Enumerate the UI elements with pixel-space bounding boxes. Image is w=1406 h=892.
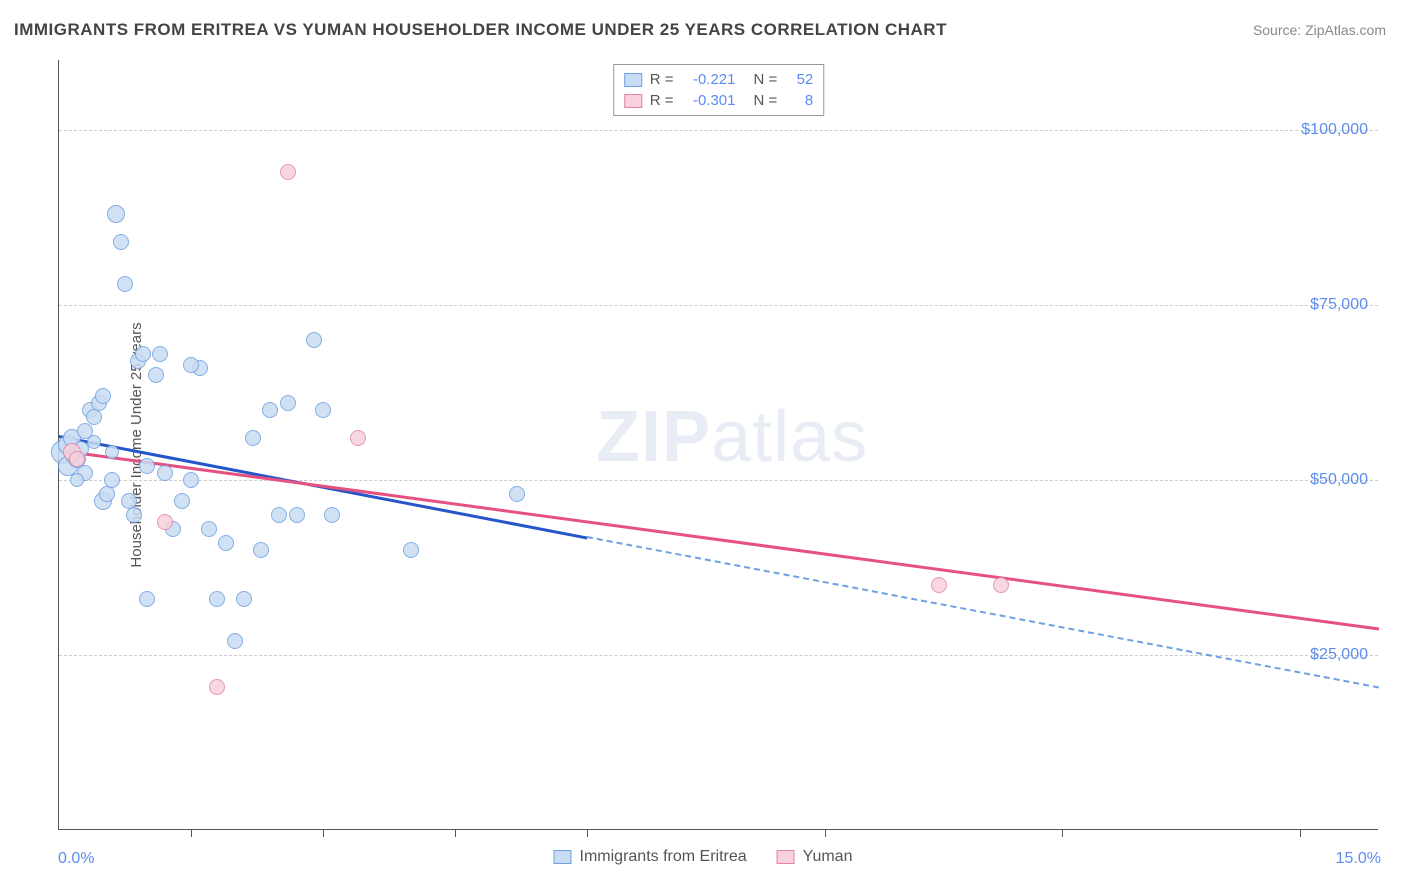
legend-correlation: R = -0.221 N = 52 R = -0.301 N = 8 bbox=[613, 64, 825, 116]
watermark-bold: ZIP bbox=[596, 396, 711, 476]
data-point bbox=[201, 521, 217, 537]
data-point bbox=[324, 507, 340, 523]
data-point bbox=[271, 507, 287, 523]
trend-line bbox=[59, 449, 1379, 630]
data-point bbox=[209, 591, 225, 607]
chart-title: IMMIGRANTS FROM ERITREA VS YUMAN HOUSEHO… bbox=[14, 20, 947, 40]
legend-series-item: Immigrants from Eritrea bbox=[554, 848, 747, 866]
legend-swatch bbox=[624, 73, 642, 87]
data-point bbox=[157, 465, 173, 481]
legend-n-value: 52 bbox=[785, 71, 813, 88]
data-point bbox=[209, 679, 225, 695]
x-tick bbox=[323, 829, 324, 837]
data-point bbox=[289, 507, 305, 523]
data-point bbox=[86, 409, 102, 425]
data-point bbox=[87, 435, 101, 449]
y-tick-label: $25,000 bbox=[1310, 646, 1368, 664]
x-tick bbox=[191, 829, 192, 837]
legend-r-value: -0.301 bbox=[682, 92, 736, 109]
x-axis-min-label: 0.0% bbox=[58, 850, 94, 868]
data-point bbox=[350, 430, 366, 446]
legend-r-value: -0.221 bbox=[682, 71, 736, 88]
data-point bbox=[218, 535, 234, 551]
legend-series-item: Yuman bbox=[777, 848, 853, 866]
gridline bbox=[59, 130, 1378, 131]
data-point bbox=[315, 402, 331, 418]
gridline bbox=[59, 655, 1378, 656]
gridline bbox=[59, 480, 1378, 481]
data-point bbox=[95, 388, 111, 404]
data-point bbox=[993, 577, 1009, 593]
legend-r-label: R = bbox=[650, 92, 674, 109]
data-point bbox=[280, 164, 296, 180]
x-tick bbox=[455, 829, 456, 837]
chart-plot-area: ZIPatlas R = -0.221 N = 52 R = -0.301 N = 8 $25… bbox=[58, 60, 1378, 830]
legend-r-label: R = bbox=[650, 71, 674, 88]
data-point bbox=[117, 276, 133, 292]
data-point bbox=[105, 445, 119, 459]
data-point bbox=[157, 514, 173, 530]
data-point bbox=[174, 493, 190, 509]
data-point bbox=[139, 591, 155, 607]
legend-n-label: N = bbox=[754, 92, 778, 109]
x-tick bbox=[1062, 829, 1063, 837]
legend-series-label: Immigrants from Eritrea bbox=[580, 848, 747, 866]
data-point bbox=[253, 542, 269, 558]
y-tick-label: $50,000 bbox=[1310, 471, 1368, 489]
legend-swatch bbox=[554, 850, 572, 864]
data-point bbox=[152, 346, 168, 362]
legend-swatch bbox=[624, 94, 642, 108]
legend-n-value: 8 bbox=[785, 92, 813, 109]
data-point bbox=[236, 591, 252, 607]
x-tick bbox=[825, 829, 826, 837]
data-point bbox=[69, 451, 85, 467]
data-point bbox=[227, 633, 243, 649]
data-point bbox=[135, 346, 151, 362]
data-point bbox=[262, 402, 278, 418]
legend-n-label: N = bbox=[754, 71, 778, 88]
data-point bbox=[113, 234, 129, 250]
x-tick bbox=[1300, 829, 1301, 837]
data-point bbox=[931, 577, 947, 593]
data-point bbox=[280, 395, 296, 411]
data-point bbox=[245, 430, 261, 446]
data-point bbox=[183, 472, 199, 488]
y-tick-label: $75,000 bbox=[1310, 296, 1368, 314]
data-point bbox=[403, 542, 419, 558]
data-point bbox=[104, 472, 120, 488]
x-tick bbox=[587, 829, 588, 837]
data-point bbox=[99, 486, 115, 502]
legend-correlation-row: R = -0.301 N = 8 bbox=[624, 90, 814, 111]
data-point bbox=[148, 367, 164, 383]
data-point bbox=[139, 458, 155, 474]
legend-correlation-row: R = -0.221 N = 52 bbox=[624, 69, 814, 90]
x-axis-max-label: 15.0% bbox=[1336, 850, 1381, 868]
legend-series: Immigrants from Eritrea Yuman bbox=[554, 848, 853, 866]
watermark-rest: atlas bbox=[711, 396, 868, 476]
gridline bbox=[59, 305, 1378, 306]
legend-swatch bbox=[777, 850, 795, 864]
source-label: Source: ZipAtlas.com bbox=[1253, 22, 1386, 38]
data-point bbox=[306, 332, 322, 348]
y-tick-label: $100,000 bbox=[1301, 121, 1368, 139]
data-point bbox=[126, 507, 142, 523]
watermark: ZIPatlas bbox=[596, 395, 868, 477]
data-point bbox=[70, 473, 84, 487]
legend-series-label: Yuman bbox=[803, 848, 853, 866]
data-point bbox=[509, 486, 525, 502]
data-point bbox=[183, 357, 199, 373]
data-point bbox=[107, 205, 125, 223]
